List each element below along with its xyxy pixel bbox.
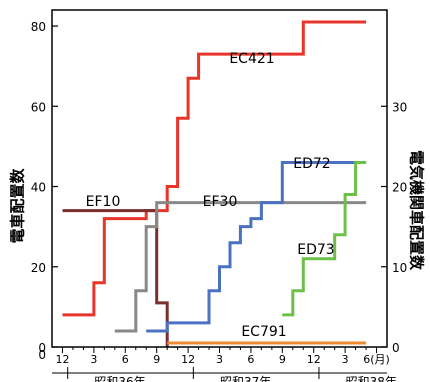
series-label-ef10: EF10 xyxy=(86,194,121,210)
series-line-ef30 xyxy=(114,201,367,333)
y-right-tick-label: 30 xyxy=(392,100,407,114)
x-tick-label: 6(月) xyxy=(363,353,390,366)
x-tick-label: 3 xyxy=(216,353,223,366)
year-label: 昭和37年 xyxy=(220,375,271,382)
x-tick-label: 3 xyxy=(90,353,97,366)
plot-frame xyxy=(51,9,388,348)
series-line-ef10 xyxy=(62,209,169,347)
series-label-ed72: ED72 xyxy=(293,156,330,172)
x-tick-label: 12 xyxy=(181,353,195,366)
y-left-tick-label: 80 xyxy=(31,20,46,34)
series-line-ed73 xyxy=(282,161,367,317)
year-label: 昭和38年 xyxy=(346,375,397,382)
series-layer xyxy=(62,20,367,347)
y-left-tick-label: 40 xyxy=(31,181,46,195)
y-right-tick-label: 0 xyxy=(392,341,400,355)
x-tick-label: 9 xyxy=(279,353,286,366)
x-tick-label: 12 xyxy=(307,353,321,366)
series-label-ed73: ED73 xyxy=(297,242,334,258)
y-right-axis-title: 電気機関車配置数 xyxy=(408,150,426,271)
y-right-tick-label: 20 xyxy=(392,181,407,195)
y-right-tick-label: 10 xyxy=(392,261,407,275)
series-label-ec791: EC791 xyxy=(241,324,286,340)
year-label: 昭和36年 xyxy=(94,375,145,382)
series-line-ec421 xyxy=(62,20,367,317)
series-label-ec421: EC421 xyxy=(229,51,274,67)
y-left-tick-label: 60 xyxy=(31,100,46,114)
x-tick-label: 6 xyxy=(247,353,254,366)
series-label-ef30: EF30 xyxy=(203,194,238,210)
axes-layer: 0 20 40 60 80 0 10 20 30 12 3 6 9 12 3 6 9 12 3 6(月) 昭和36年 昭和… xyxy=(31,9,407,382)
series-line-ed72 xyxy=(146,161,367,333)
y-left-tick-label: 0 xyxy=(38,341,46,355)
x-tick-label: 6 xyxy=(122,353,129,366)
y-left-axis-title: 電車配置数 xyxy=(9,168,27,244)
x-tick-label: 3 xyxy=(342,353,349,366)
x-tick-label: 9 xyxy=(153,353,160,366)
y-left-tick-label: 20 xyxy=(31,261,46,275)
x-tick-label: 12 xyxy=(55,353,69,366)
x-origin-label: 0 xyxy=(38,348,46,362)
